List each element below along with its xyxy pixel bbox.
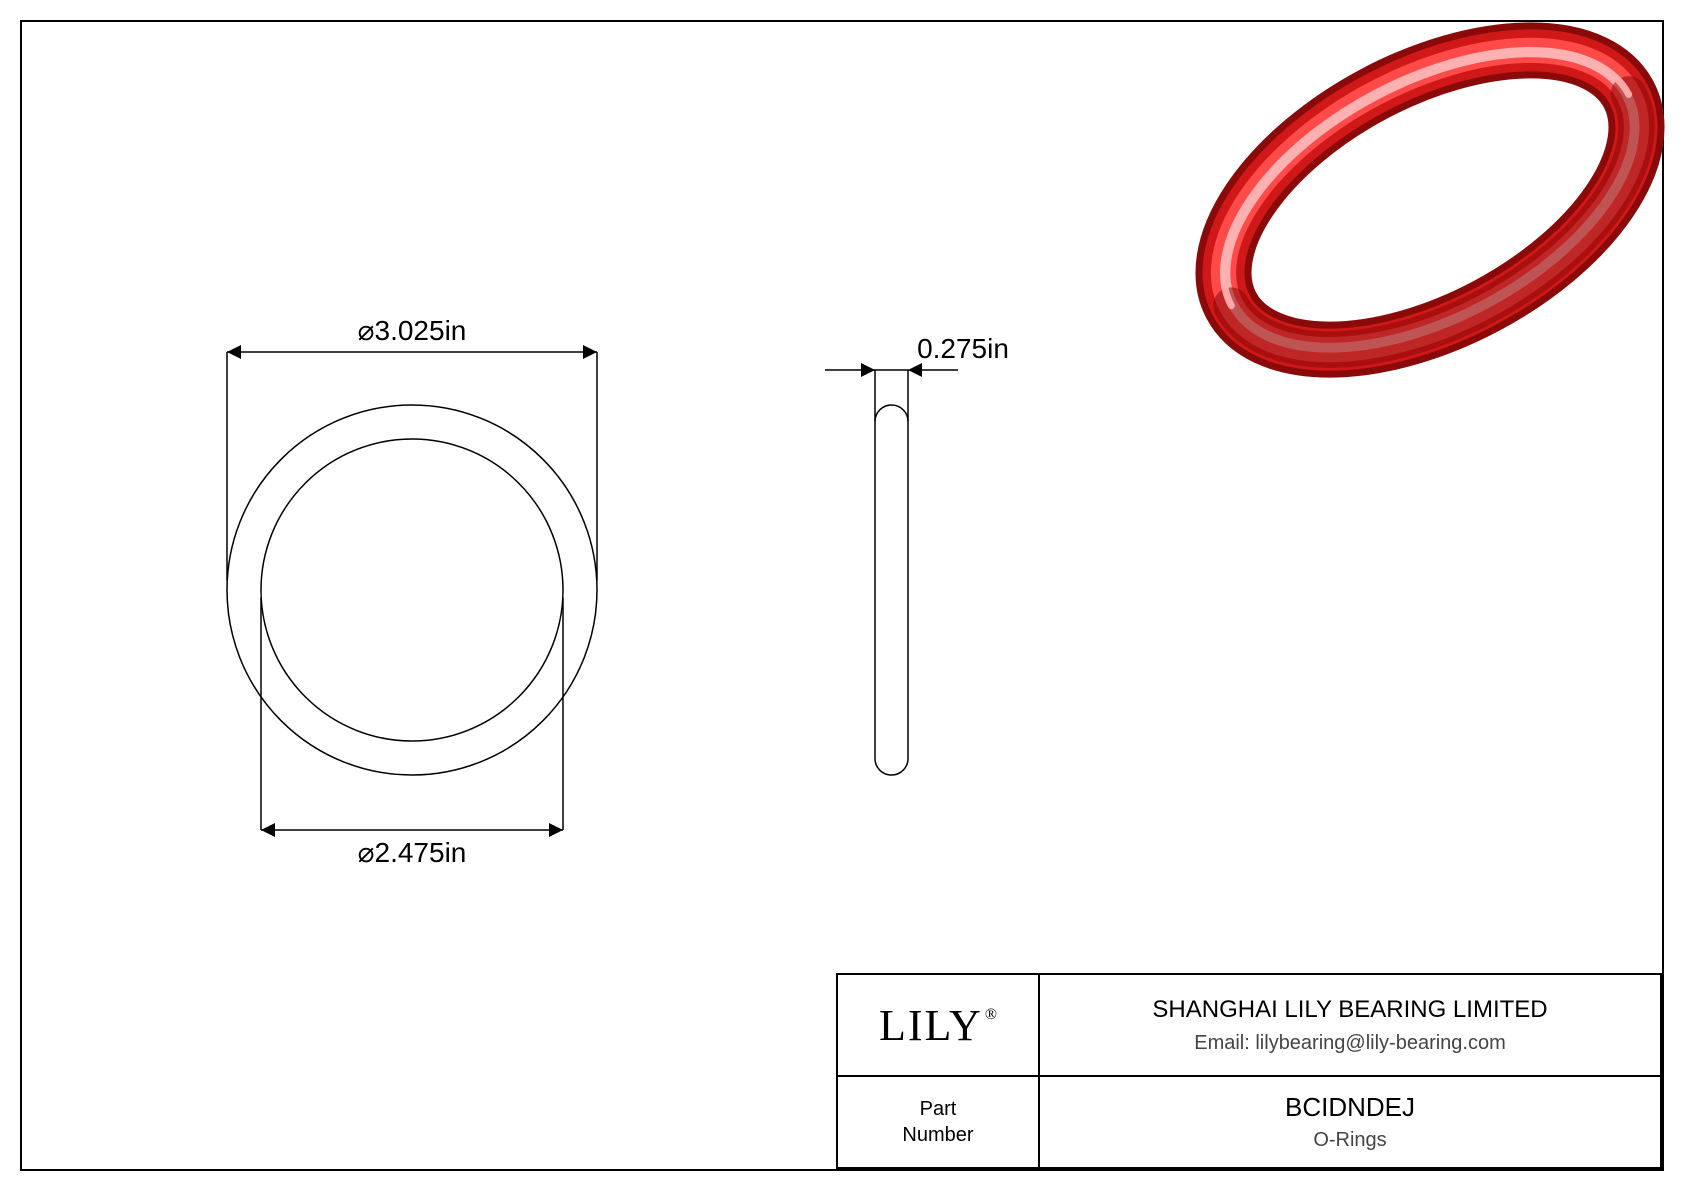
- part-label-line2: Number: [838, 1122, 1038, 1148]
- part-value-cell: BCIDNDEJ O-Rings: [1039, 1076, 1661, 1168]
- svg-text:0.275in: 0.275in: [917, 333, 1009, 364]
- company-name: SHANGHAI LILY BEARING LIMITED: [1040, 996, 1660, 1024]
- svg-text:⌀2.475in: ⌀2.475in: [358, 837, 467, 868]
- company-cell: SHANGHAI LILY BEARING LIMITED Email: lil…: [1039, 974, 1661, 1076]
- logo-trademark: ®: [985, 1006, 999, 1023]
- part-description: O-Rings: [1040, 1129, 1660, 1152]
- part-label-cell: Part Number: [837, 1076, 1039, 1168]
- part-label-line1: Part: [838, 1096, 1038, 1122]
- svg-text:⌀3.025in: ⌀3.025in: [358, 315, 467, 346]
- logo-cell: LILY®: [837, 974, 1039, 1076]
- company-email: Email: lilybearing@lily-bearing.com: [1040, 1032, 1660, 1055]
- drawing-page: ⌀3.025in ⌀2.475in 0.275in LILY® SHANGHAI L…: [0, 0, 1684, 1191]
- part-number: BCIDNDEJ: [1040, 1092, 1660, 1123]
- logo-text: LILY: [879, 1001, 983, 1050]
- title-block: LILY® SHANGHAI LILY BEARING LIMITED Emai…: [836, 973, 1662, 1169]
